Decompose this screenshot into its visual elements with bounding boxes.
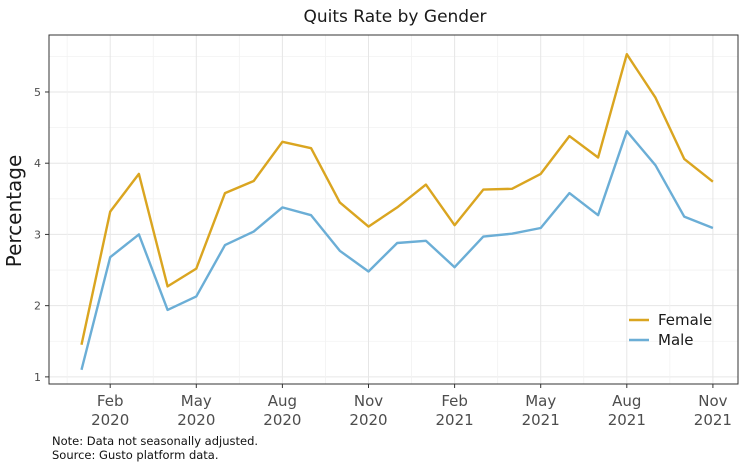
x-tick-label-year: 2020 — [349, 411, 387, 429]
y-tick-label: 5 — [34, 86, 41, 99]
series — [80, 53, 714, 371]
y-tick-label: 4 — [34, 157, 41, 170]
x-tick-label-year: 2021 — [608, 411, 646, 429]
y-axis-label: Percentage — [2, 155, 26, 268]
source-text: Source: Gusto platform data. — [52, 448, 219, 462]
series-line-female — [80, 53, 714, 346]
x-tick-label-month: Feb — [441, 392, 468, 410]
x-tick-label-year: 2021 — [694, 411, 732, 429]
x-tick-label-month: Feb — [97, 392, 124, 410]
x-tick-label-month: Aug — [612, 392, 641, 410]
note-text: Note: Data not seasonally adjusted. — [52, 434, 259, 448]
legend: Female Male — [629, 311, 712, 349]
y-tick-label: 1 — [34, 371, 41, 384]
x-tick-label-month: May — [181, 392, 212, 410]
x-tick-label-month: May — [525, 392, 556, 410]
grid — [49, 35, 738, 384]
y-tick-label: 3 — [34, 228, 41, 241]
x-tick-label-month: Aug — [268, 392, 297, 410]
y-tick-label: 2 — [34, 300, 41, 313]
axes: 12345Feb2020May2020Aug2020Nov2020Feb2021… — [34, 86, 732, 429]
plot-panel-border — [48, 34, 739, 385]
legend-label-female: Female — [658, 311, 712, 329]
legend-label-male: Male — [658, 331, 694, 349]
series-line-male — [80, 129, 714, 371]
x-tick-label-year: 2021 — [436, 411, 474, 429]
x-tick-label-month: Nov — [354, 392, 383, 410]
x-tick-label-year: 2020 — [177, 411, 215, 429]
x-tick-label-year: 2020 — [263, 411, 301, 429]
x-tick-label-month: Nov — [698, 392, 727, 410]
x-tick-label-year: 2020 — [91, 411, 129, 429]
x-tick-label-year: 2021 — [522, 411, 560, 429]
chart-title: Quits Rate by Gender — [303, 7, 486, 27]
